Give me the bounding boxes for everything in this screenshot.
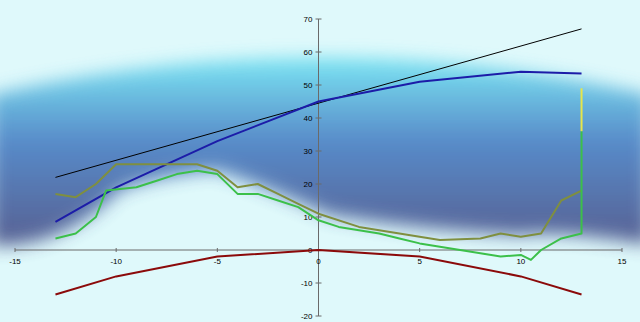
y-tick-label: 60: [304, 48, 313, 57]
x-tick-label: 15: [618, 257, 627, 266]
series-line: [55, 164, 581, 240]
y-tick: [316, 85, 322, 86]
x-tick-label: -10: [110, 257, 122, 266]
y-tick: [316, 316, 322, 317]
y-tick: [316, 151, 322, 152]
y-tick: [316, 52, 322, 53]
x-tick: [217, 248, 218, 252]
x-tick-label: -5: [214, 257, 222, 266]
y-tick-label: -10: [301, 279, 313, 288]
series-line: [55, 72, 581, 222]
y-tick-label: 20: [304, 180, 313, 189]
x-tick: [116, 248, 117, 252]
y-tick: [316, 217, 322, 218]
x-tick-label: 0: [316, 257, 321, 266]
series-line: [581, 88, 583, 131]
x-tick-label: 5: [417, 257, 422, 266]
y-tick: [316, 184, 322, 185]
x-tick: [419, 248, 420, 252]
y-tick: [316, 283, 322, 284]
x-tick-label: 10: [516, 257, 525, 266]
y-tick: [316, 118, 322, 119]
y-axis: [318, 19, 319, 316]
y-tick-label: 40: [304, 114, 313, 123]
x-tick: [15, 248, 16, 252]
x-tick-label: -15: [9, 257, 21, 266]
y-tick-label: -20: [301, 312, 313, 321]
series-line: [55, 131, 581, 260]
series-line: [55, 29, 581, 178]
x-tick: [520, 248, 521, 252]
y-tick-label: 70: [304, 15, 313, 24]
y-tick-label: 50: [304, 81, 313, 90]
x-tick: [622, 248, 623, 252]
chart: -15-10-5051015-20-10010203040506070: [0, 0, 640, 322]
series-group: [55, 29, 581, 295]
y-tick-label: 30: [304, 147, 313, 156]
y-tick: [316, 19, 322, 20]
